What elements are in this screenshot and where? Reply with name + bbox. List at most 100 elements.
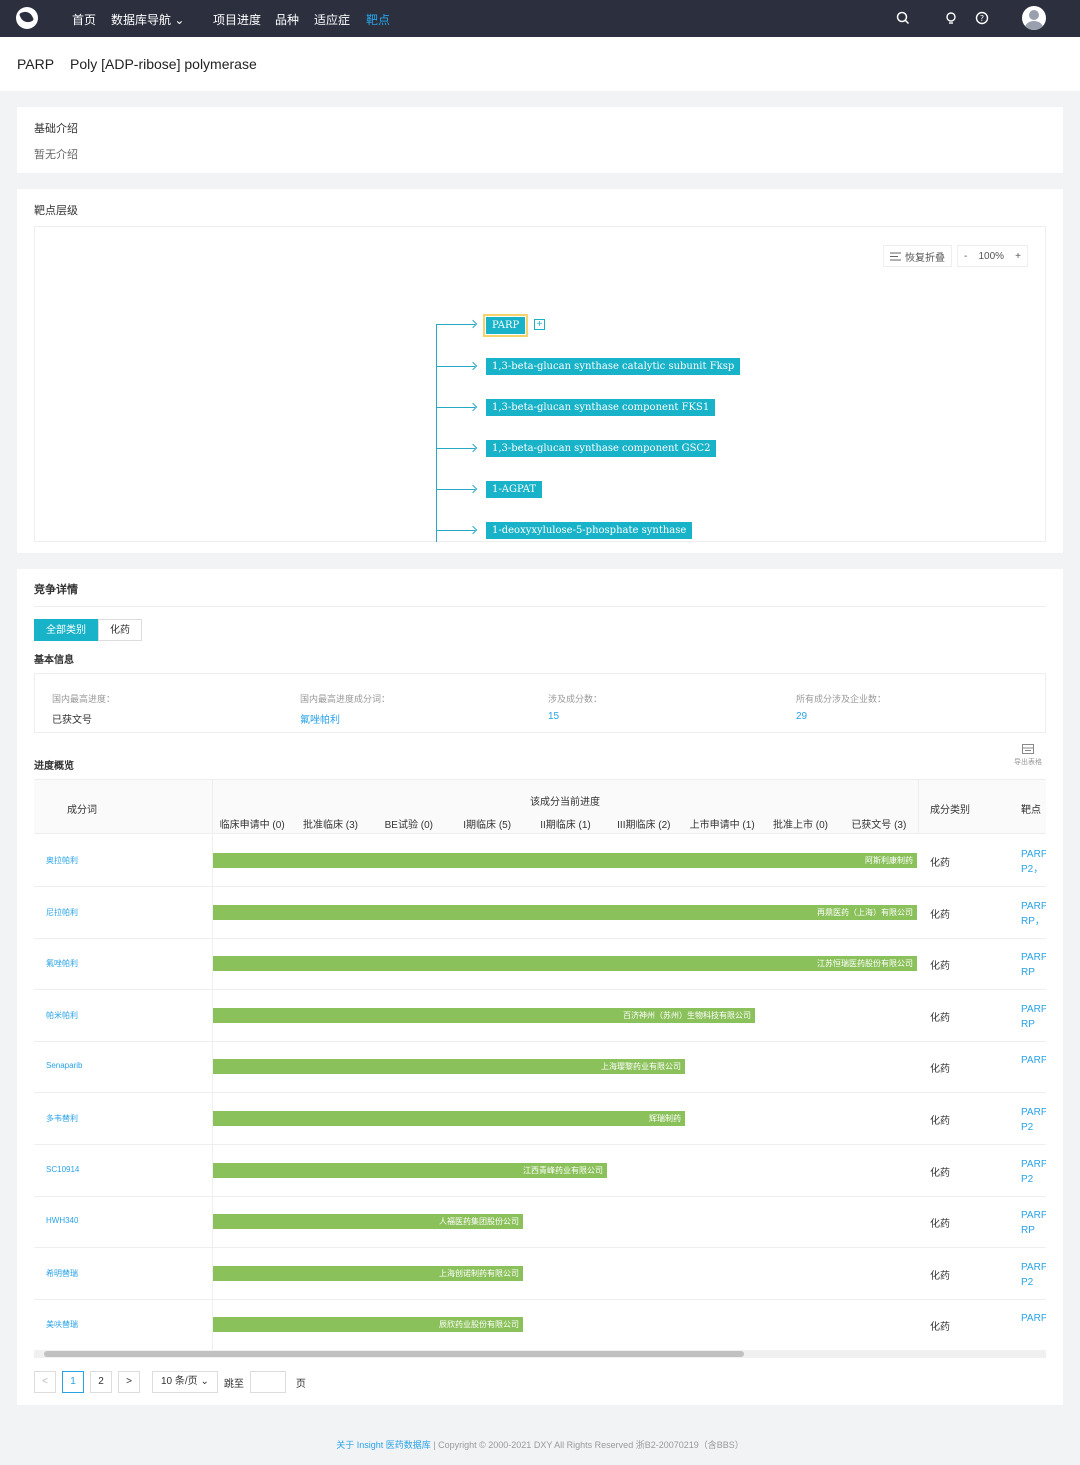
divider — [212, 1299, 213, 1352]
nav-varieties[interactable]: 品种 — [275, 13, 300, 27]
ingredient-type: 化药 — [930, 1064, 950, 1076]
target-link[interactable]: PARP — [1021, 1003, 1046, 1015]
search-icon[interactable] — [895, 10, 911, 26]
progress-bar[interactable]: 百济神州（苏州）生物科技有限公司 — [213, 1007, 755, 1023]
target-links[interactable]: PARP RP — [1021, 950, 1046, 980]
target-link[interactable]: P2 — [1021, 1276, 1034, 1288]
table-row: 帕米帕利 百济神州（苏州）生物科技有限公司 化药 PARP RP — [34, 989, 1046, 1042]
target-link[interactable]: PARP — [1021, 1313, 1046, 1325]
ingredient-link[interactable]: 多韦替利 — [46, 1114, 78, 1123]
target-link[interactable]: RP — [1021, 1018, 1035, 1030]
jump-input[interactable] — [249, 1371, 286, 1393]
target-link[interactable]: P2 — [1021, 1122, 1034, 1133]
nav-targets[interactable]: 靶点 — [366, 13, 391, 27]
progress-bar[interactable]: 再鼎医药（上海）有限公司 — [213, 904, 917, 920]
target-links[interactable]: PARP P2， — [1021, 847, 1046, 877]
divider — [212, 1093, 213, 1145]
next-page-button[interactable]: > — [118, 1371, 140, 1393]
info-label: 涉及成分数： — [548, 694, 603, 704]
ingredient-link[interactable]: SC10914 — [46, 1164, 80, 1174]
ingredient-link[interactable]: HWH340 — [46, 1216, 79, 1226]
footer-copyright: Copyright © 2000-2021 DXY All Rights Res… — [438, 1440, 744, 1450]
tree-node[interactable]: 1,3-beta-glucan synthase component FKS1 — [486, 399, 716, 416]
nav-projects[interactable]: 项目进度 — [213, 13, 262, 27]
footer-about-link[interactable]: 关于 Insight 医药数据库 — [336, 1440, 431, 1450]
target-links[interactable]: PARP P2 — [1021, 1260, 1046, 1290]
ingredient-link[interactable]: 氟唑帕利 — [46, 959, 78, 969]
tab-all[interactable]: 全部类别 — [34, 619, 98, 641]
restore-collapse-button[interactable]: 恢复折叠 — [883, 245, 952, 267]
ingredient-link[interactable]: 帕米帕利 — [46, 1010, 78, 1020]
target-link[interactable]: PARP — [1021, 849, 1046, 860]
target-links[interactable]: PARP — [1021, 1311, 1046, 1326]
page-1-button[interactable]: 1 — [62, 1371, 84, 1393]
info-value-link[interactable]: 29 — [796, 711, 808, 722]
nav-indications[interactable]: 适应症 — [314, 13, 351, 27]
target-link[interactable]: PARP — [1021, 1055, 1046, 1067]
table-header: 成分词 该成分当前进度 临床申请中 (0) 批准临床 (3) BE试验 (0) I期临… — [34, 780, 1046, 834]
page-2-button[interactable]: 2 — [90, 1371, 112, 1393]
ingredient-link[interactable]: 奥拉帕利 — [46, 856, 78, 865]
competition-card — [17, 569, 1063, 1405]
zoom-out-button[interactable]: - — [964, 250, 968, 262]
page-size-select[interactable]: 10 条/页 ⌄ — [152, 1371, 218, 1393]
tree-node[interactable]: 1,3-beta-glucan synthase catalytic subun… — [486, 358, 741, 375]
scrollbar-thumb[interactable] — [44, 1351, 744, 1357]
info-value-link[interactable]: 15 — [548, 711, 560, 722]
target-link[interactable]: PARP — [1021, 1261, 1046, 1273]
company-label: 江苏恒瑞医药股份有限公司 — [817, 959, 913, 969]
target-links[interactable]: PARP RP， — [1021, 899, 1046, 929]
top-nav: 首页 数据库导航 ⌄ 项目进度 品种 适应症 靶点 ? — [0, 0, 1080, 37]
progress-bar[interactable]: 辰欣药业股份有限公司 — [213, 1317, 523, 1333]
ingredient-link[interactable]: 尼拉帕利 — [46, 907, 78, 917]
ingredient-link[interactable]: Senaparib — [46, 1061, 83, 1071]
target-link[interactable]: P2 — [1021, 1173, 1034, 1185]
progress-bar[interactable]: 江苏恒瑞医药股份有限公司 — [213, 956, 917, 972]
export-button[interactable]: 导出表格 — [1008, 743, 1048, 767]
target-link[interactable]: PARP — [1021, 1210, 1046, 1222]
progress-bar[interactable]: 辉瑞制药 — [213, 1111, 685, 1126]
target-link[interactable]: RP — [1021, 967, 1035, 979]
target-link[interactable]: PARP — [1021, 1107, 1046, 1118]
ingredient-link[interactable]: 美呋替瑞 — [46, 1320, 78, 1330]
svg-text:?: ? — [980, 14, 984, 23]
expand-icon[interactable]: + — [534, 319, 545, 330]
nav-database[interactable]: 数据库导航 ⌄ — [111, 13, 185, 27]
target-links[interactable]: PARP — [1021, 1053, 1046, 1068]
progress-bar[interactable]: 上海创诺制药有限公司 — [213, 1265, 523, 1281]
target-link[interactable]: RP， — [1021, 915, 1045, 927]
tree-node[interactable]: 1-deoxyxylulose-5-phosphate synthase — [486, 522, 693, 539]
tab-chemical[interactable]: 化药 — [98, 619, 142, 641]
target-links[interactable]: PARP RP — [1021, 1208, 1046, 1238]
target-link[interactable]: PARP — [1021, 1158, 1046, 1170]
help-icon[interactable]: ? — [974, 10, 990, 26]
avatar[interactable] — [1022, 6, 1046, 30]
prev-page-button[interactable]: < — [34, 1371, 56, 1393]
ingredient-type: 化药 — [930, 1167, 950, 1179]
info-value-link[interactable]: 氟唑帕利 — [300, 715, 340, 726]
tree-node[interactable]: 1,3-beta-glucan synthase component GSC2 — [486, 440, 717, 457]
table-row: Senaparib 上海璎黎药业有限公司 化药 PARP — [34, 1041, 1046, 1094]
target-links[interactable]: PARP RP — [1021, 1002, 1046, 1032]
tree-node[interactable]: 1-AGPAT — [486, 481, 543, 498]
divider — [212, 989, 213, 1042]
logo-icon[interactable] — [16, 7, 38, 29]
target-links[interactable]: PARP P2 — [1021, 1105, 1046, 1135]
tree-node-root[interactable]: PARP — [482, 314, 529, 337]
nav-home[interactable]: 首页 — [72, 13, 97, 27]
category-tabs: 全部类别 化药 — [34, 619, 142, 641]
progress-bar[interactable]: 人福医药集团股份公司 — [213, 1214, 523, 1230]
target-link[interactable]: PARP — [1021, 900, 1046, 912]
progress-bar[interactable]: 江西青峰药业有限公司 — [213, 1162, 607, 1178]
ingredient-link[interactable]: 希明替瑞 — [46, 1268, 78, 1278]
bulb-icon[interactable] — [943, 10, 959, 26]
horizontal-scrollbar[interactable] — [34, 1350, 1046, 1358]
zoom-in-button[interactable]: + — [1015, 250, 1021, 262]
divider — [212, 1144, 213, 1197]
progress-bar[interactable]: 上海璎黎药业有限公司 — [213, 1059, 685, 1075]
target-link[interactable]: P2， — [1021, 864, 1044, 875]
target-links[interactable]: PARP P2 — [1021, 1157, 1046, 1187]
target-link[interactable]: PARP — [1021, 952, 1046, 964]
progress-bar[interactable]: 阿斯利康制药 — [213, 853, 917, 868]
target-link[interactable]: RP — [1021, 1225, 1035, 1237]
